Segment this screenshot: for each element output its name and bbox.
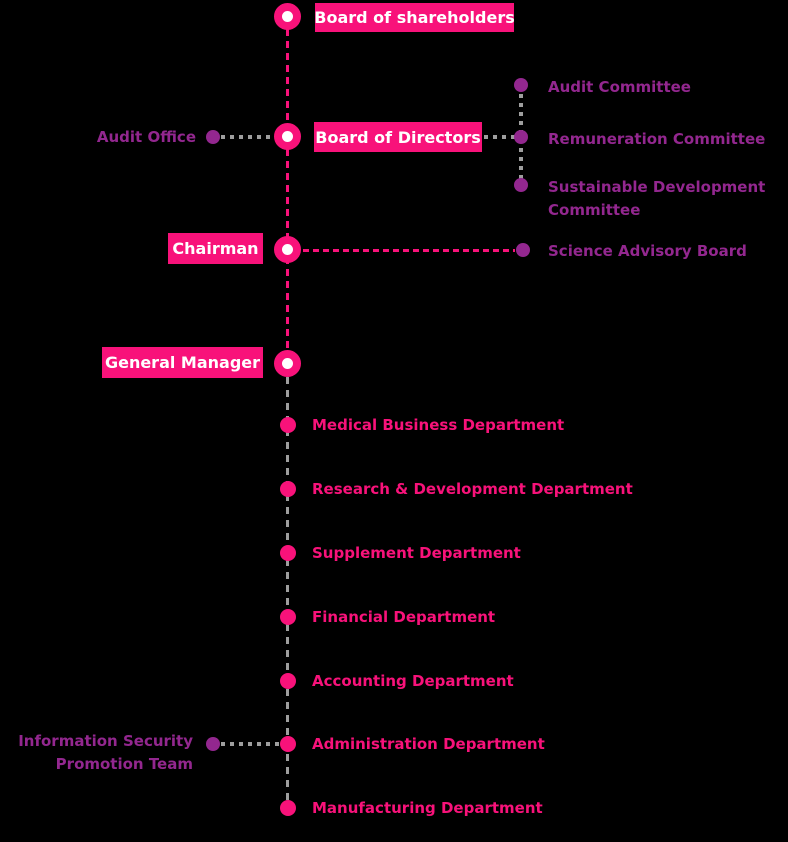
board-of-directors-box: Board of Directors — [314, 122, 482, 152]
accounting-department-dot — [280, 673, 296, 689]
audit-committee-label: Audit Committee — [548, 78, 691, 96]
chairman-node — [274, 236, 301, 263]
audit-office-dot — [206, 130, 220, 144]
supplement-department-label: Supplement Department — [312, 544, 521, 562]
financial-department-dot — [280, 609, 296, 625]
medical-business-department-dot — [280, 417, 296, 433]
audit-office-label: Audit Office — [96, 128, 196, 146]
manufacturing-department-dot — [280, 800, 296, 816]
audit-office-connector-line — [221, 135, 275, 139]
spine-upper-pink-dashed-line — [286, 17, 289, 364]
audit-committee-dot — [514, 78, 528, 92]
general-manager-box: General Manager — [102, 347, 263, 378]
chairman-label: Chairman — [172, 239, 259, 258]
research-development-department-dot — [280, 481, 296, 497]
directors-committee-connector-line — [484, 135, 515, 139]
manufacturing-department-label: Manufacturing Department — [312, 799, 543, 817]
science-advisory-board-label: Science Advisory Board — [548, 242, 747, 260]
science-advisory-connector-line — [303, 249, 515, 252]
accounting-department-label: Accounting Department — [312, 672, 514, 690]
administration-department-label: Administration Department — [312, 735, 545, 753]
sustainable-development-committee-label: Sustainable Development Committee — [548, 178, 766, 219]
sustainable-development-committee-dot — [514, 178, 528, 192]
research-development-department-label: Research & Development Department — [312, 480, 633, 498]
info-security-label: Information Security Promotion Team — [18, 732, 193, 773]
board-of-shareholders-node — [274, 3, 301, 30]
spine-lower-gray-dashed-line — [286, 364, 289, 808]
science-advisory-board-dot — [516, 243, 530, 257]
general-manager-node — [274, 350, 301, 377]
board-of-directors-label: Board of Directors — [315, 127, 481, 147]
medical-business-department-label: Medical Business Department — [312, 416, 565, 434]
financial-department-label: Financial Department — [312, 608, 496, 626]
supplement-department-dot — [280, 545, 296, 561]
board-of-shareholders-box: Board of shareholders — [314, 3, 515, 32]
info-security-connector-line — [221, 742, 280, 746]
remuneration-committee-dot — [514, 130, 528, 144]
chairman-box: Chairman — [168, 233, 263, 264]
general-manager-label: General Manager — [104, 353, 261, 372]
remuneration-committee-label: Remuneration Committee — [548, 130, 766, 148]
info-security-dot — [206, 737, 220, 751]
board-of-directors-node — [274, 123, 301, 150]
board-of-shareholders-label: Board of shareholders — [314, 8, 515, 27]
administration-department-dot — [280, 736, 296, 752]
